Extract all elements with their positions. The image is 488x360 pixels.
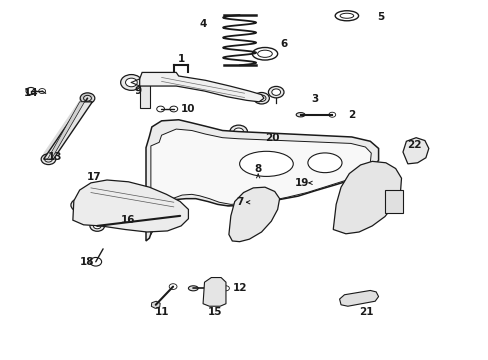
Circle shape — [157, 106, 164, 112]
Ellipse shape — [188, 286, 198, 291]
Polygon shape — [47, 102, 84, 159]
Circle shape — [233, 128, 243, 135]
Polygon shape — [332, 161, 401, 234]
Circle shape — [257, 95, 265, 102]
Text: 6: 6 — [279, 39, 286, 49]
Ellipse shape — [339, 13, 353, 18]
Polygon shape — [228, 187, 279, 242]
Bar — [384, 190, 403, 213]
Polygon shape — [203, 278, 225, 306]
Text: 4: 4 — [199, 19, 206, 29]
Circle shape — [44, 156, 52, 162]
Circle shape — [268, 86, 284, 98]
Ellipse shape — [334, 11, 358, 21]
Circle shape — [176, 213, 183, 219]
Bar — [140, 85, 150, 108]
Circle shape — [71, 199, 88, 212]
Text: 8: 8 — [254, 164, 261, 174]
Circle shape — [93, 223, 101, 229]
Text: 5: 5 — [377, 12, 384, 22]
Circle shape — [168, 207, 185, 220]
Circle shape — [80, 93, 95, 104]
Text: 7: 7 — [235, 197, 243, 207]
Circle shape — [90, 221, 104, 231]
Text: 20: 20 — [265, 133, 280, 143]
Circle shape — [328, 112, 335, 117]
Circle shape — [121, 75, 142, 90]
Circle shape — [240, 190, 246, 195]
Circle shape — [169, 284, 177, 289]
Circle shape — [247, 208, 261, 218]
Polygon shape — [151, 129, 370, 234]
Circle shape — [237, 188, 249, 197]
Text: 16: 16 — [121, 215, 136, 225]
Circle shape — [239, 202, 268, 224]
Circle shape — [172, 210, 182, 217]
Circle shape — [125, 78, 137, 87]
Polygon shape — [140, 72, 264, 102]
Circle shape — [387, 202, 393, 207]
Circle shape — [26, 87, 36, 95]
Circle shape — [349, 185, 384, 210]
Circle shape — [384, 189, 396, 198]
Text: 21: 21 — [358, 307, 373, 317]
Circle shape — [253, 93, 269, 104]
Text: 1: 1 — [177, 54, 184, 64]
Circle shape — [358, 191, 375, 204]
Ellipse shape — [296, 113, 305, 117]
Circle shape — [39, 89, 45, 94]
Circle shape — [387, 192, 393, 196]
Circle shape — [75, 202, 84, 209]
Circle shape — [172, 211, 187, 221]
Polygon shape — [339, 291, 378, 306]
Text: 22: 22 — [406, 140, 421, 150]
Text: 9: 9 — [134, 86, 142, 96]
Text: 17: 17 — [87, 172, 102, 182]
Polygon shape — [146, 120, 378, 241]
Circle shape — [210, 294, 218, 300]
Circle shape — [224, 199, 233, 206]
Text: 2: 2 — [347, 110, 355, 120]
Text: 14: 14 — [23, 88, 38, 98]
Ellipse shape — [257, 50, 272, 57]
Text: 11: 11 — [154, 307, 168, 317]
Ellipse shape — [239, 151, 293, 176]
Polygon shape — [73, 180, 188, 232]
Circle shape — [83, 95, 91, 101]
Polygon shape — [402, 138, 428, 164]
Circle shape — [210, 283, 218, 289]
Polygon shape — [151, 301, 160, 309]
Circle shape — [229, 125, 247, 138]
Text: 10: 10 — [181, 104, 195, 114]
Text: 13: 13 — [48, 152, 62, 162]
Text: 12: 12 — [232, 283, 246, 293]
Text: 15: 15 — [207, 307, 222, 317]
Text: 19: 19 — [294, 178, 308, 188]
Ellipse shape — [252, 48, 277, 60]
Polygon shape — [43, 102, 92, 159]
Text: 3: 3 — [311, 94, 318, 104]
Circle shape — [271, 89, 280, 95]
Circle shape — [169, 106, 177, 112]
Ellipse shape — [307, 153, 341, 173]
Circle shape — [222, 286, 229, 291]
Circle shape — [90, 257, 102, 266]
Text: 18: 18 — [80, 257, 95, 267]
Circle shape — [41, 154, 56, 165]
Circle shape — [384, 200, 396, 209]
